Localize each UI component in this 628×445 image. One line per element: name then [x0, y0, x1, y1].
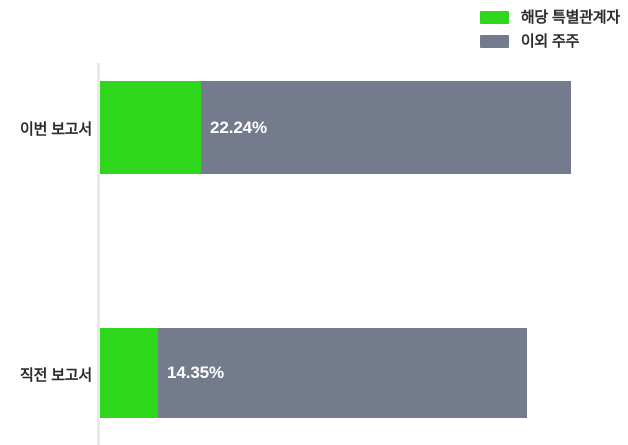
category-label-row-0: 이번 보고서 — [20, 121, 92, 138]
legend-swatch-gray-icon — [479, 35, 509, 48]
bar-segment-row-1-gray[interactable]: 14.35% — [158, 328, 527, 418]
chart-legend: 해당 특별관계자 이외 주주 — [479, 9, 620, 50]
legend-item-other-shareholders[interactable]: 이외 주주 — [479, 33, 580, 50]
category-label-row-1: 직전 보고서 — [20, 367, 92, 384]
category-label-row-1-wrap: 직전 보고서 — [0, 364, 92, 384]
bar-segment-row-1-green[interactable]: 14.35% — [100, 328, 158, 418]
bar-segment-row-0-gray[interactable]: 22.24% — [201, 81, 571, 174]
category-label-row-0-wrap: 이번 보고서 — [0, 118, 92, 138]
legend-item-special-related-party[interactable]: 해당 특별관계자 — [479, 9, 620, 26]
legend-label-special-related-party: 해당 특별관계자 — [520, 9, 620, 26]
bar-row-0: 22.24% 22.24% — [100, 81, 571, 174]
category-axis-line — [97, 63, 100, 445]
bar-value-row-0: 22.24% — [210, 117, 268, 137]
legend-swatch-green-icon — [479, 11, 509, 24]
bar-row-1: 14.35% 14.35% — [100, 328, 527, 418]
bar-segment-row-0-green[interactable]: 22.24% — [100, 81, 201, 174]
bar-value-row-1: 14.35% — [167, 363, 225, 382]
legend-label-other-shareholders: 이외 주주 — [520, 33, 580, 50]
